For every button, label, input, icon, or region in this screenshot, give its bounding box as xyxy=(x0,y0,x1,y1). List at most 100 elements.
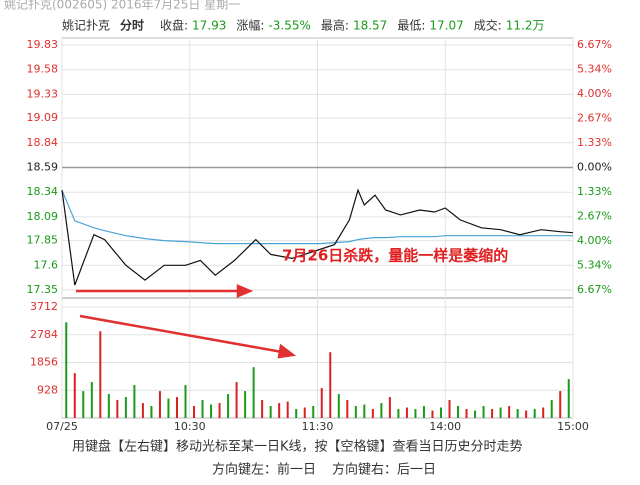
volume-bar xyxy=(201,400,204,418)
y2-tick-label: 5.34% xyxy=(577,62,612,75)
volume-bar xyxy=(193,406,196,418)
volume-bar xyxy=(371,409,374,418)
header-items: 收盘: 17.93 涨幅: -3.55% 最高: 18.57 最低: 17.07 成交: 11.2… xyxy=(160,18,545,33)
volume-bar xyxy=(116,400,119,418)
y-tick-label: 18.59 xyxy=(27,161,59,174)
y-tick-label: 19.09 xyxy=(27,111,59,124)
volume-bar xyxy=(397,409,400,418)
y2-tick-label: 1.33% xyxy=(577,185,612,198)
volume-bar xyxy=(337,394,340,418)
volume-bar xyxy=(312,406,315,418)
y2-tick-label: 2.67% xyxy=(577,210,612,223)
volume-bar xyxy=(567,379,570,418)
y-tick-label: 17.35 xyxy=(27,283,59,296)
volume-bar xyxy=(158,391,161,418)
y2-tick-label: 1.33% xyxy=(577,136,612,149)
volume-bar xyxy=(414,409,417,418)
y-tick-label: 19.58 xyxy=(27,63,59,76)
plot: 19.83 19.58 19.33 19.09 18.84 18.59 18.34 18.09… xyxy=(27,38,612,433)
x-tick-label: 10:30 xyxy=(174,420,206,433)
volume-bar xyxy=(448,400,451,418)
volume-bar xyxy=(491,409,494,418)
volume-bar xyxy=(474,410,477,418)
y-tick-label: 17.85 xyxy=(27,234,59,247)
footer-prev: 方向键左：前一日 xyxy=(212,462,316,478)
volume-bar xyxy=(346,400,349,418)
volume-bar xyxy=(107,394,110,418)
y2-tick-label: 6.67% xyxy=(577,38,612,51)
volume-bar xyxy=(73,373,76,418)
y-tick-label: 17.6 xyxy=(34,258,59,271)
volume-bar xyxy=(235,382,238,418)
y-tick-label: 2784 xyxy=(30,328,58,341)
volume-bar xyxy=(525,410,528,418)
y2-tick-label: 6.67% xyxy=(577,283,612,296)
volume-bar xyxy=(363,404,366,418)
arrow-head xyxy=(277,343,297,359)
header-label: 涨幅: xyxy=(236,18,264,33)
volume-bar xyxy=(405,407,408,418)
x-tick-label: 07/25 xyxy=(46,420,78,433)
footer-hint: 用键盘【左右键】移动光标至某一日K线，按【空格键】查看当日历史分时走势 xyxy=(72,439,523,455)
arrows xyxy=(76,284,297,359)
volume-bar xyxy=(320,388,323,418)
header-value: 18.57 xyxy=(353,19,387,33)
volume-bar xyxy=(99,331,102,418)
volume-bar xyxy=(457,406,460,418)
window-title: 姚记扑克(002605) 2016年7月25日 星期一 xyxy=(4,0,240,12)
volume-bar xyxy=(329,352,332,418)
header-value: 17.93 xyxy=(192,19,226,33)
x-tick-label: 14:00 xyxy=(429,420,461,433)
volume-bar xyxy=(150,406,153,418)
volume-bar xyxy=(218,403,221,418)
volume-bar xyxy=(303,407,306,418)
volume-bar xyxy=(141,403,144,418)
volume-bar xyxy=(133,385,136,418)
volume-bar xyxy=(286,401,289,418)
y2-tick-label: 4.00% xyxy=(577,234,612,247)
volume-bar xyxy=(295,409,298,418)
header-value: -3.55% xyxy=(268,19,310,33)
volume-bar xyxy=(65,322,68,418)
x-tick-label: 11:30 xyxy=(302,420,334,433)
volume-bar xyxy=(167,398,170,418)
volume-bar xyxy=(465,409,468,418)
volume-bar xyxy=(533,409,536,418)
series-line xyxy=(61,189,573,245)
volume-bar xyxy=(431,410,434,418)
volume-bar xyxy=(252,367,255,418)
volume-bar xyxy=(559,391,562,418)
volume-bar xyxy=(124,397,127,418)
header-value: 17.07 xyxy=(429,19,463,33)
x-tick-label: 15:00 xyxy=(557,420,589,433)
y-tick-label: 3712 xyxy=(30,300,58,313)
y-tick-label: 19.83 xyxy=(27,38,59,51)
volume-bar xyxy=(210,404,213,418)
stock-name: 姚记扑克 xyxy=(62,19,110,33)
volume-bar xyxy=(499,407,502,418)
volume-bar xyxy=(439,407,442,418)
y-tick-label: 18.34 xyxy=(27,185,59,198)
y2-tick-label: 5.34% xyxy=(577,259,612,272)
volume-bar xyxy=(550,400,553,418)
y-tick-label: 18.84 xyxy=(27,136,59,149)
volume-bar xyxy=(380,403,383,418)
volume-bar xyxy=(516,409,519,418)
volume-bar xyxy=(227,394,230,418)
header-value: 11.2万 xyxy=(506,19,545,33)
y-tick-label: 1856 xyxy=(30,356,58,369)
mode: 分时 xyxy=(120,18,144,33)
volume-bar xyxy=(90,382,93,418)
volume-bar xyxy=(422,406,425,418)
y2-tick-label: 0.00% xyxy=(577,161,612,174)
volume-bar xyxy=(278,403,281,418)
y-tick-label: 18.09 xyxy=(27,210,59,223)
footer-next: 方向键右：后一日 xyxy=(332,462,436,478)
y2-tick-label: 4.00% xyxy=(577,87,612,100)
header-label: 收盘: xyxy=(160,18,188,33)
y-tick-label: 19.33 xyxy=(27,87,59,100)
volume-bar xyxy=(508,406,511,418)
series-line xyxy=(61,188,574,286)
volume-bar xyxy=(482,406,485,418)
